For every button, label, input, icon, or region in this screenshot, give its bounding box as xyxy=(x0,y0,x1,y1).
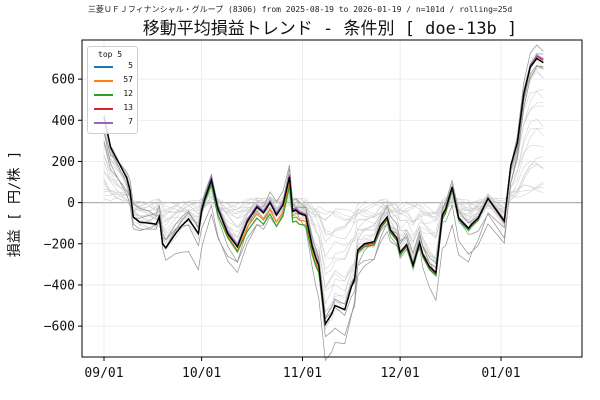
legend-swatch xyxy=(94,94,113,96)
plot-frame xyxy=(81,39,583,358)
legend-entry: 5 xyxy=(92,61,136,73)
y-tick-label: −200 xyxy=(44,237,75,252)
axes-layer xyxy=(78,39,583,361)
y-axis-label: 損益 [ 円/株 ] xyxy=(7,150,23,258)
y-tick-label: 600 xyxy=(52,73,75,88)
series-line-7 xyxy=(103,54,544,326)
legend-entry: 57 xyxy=(92,75,136,87)
legend-label: 57 xyxy=(123,75,133,84)
legend-swatch xyxy=(94,108,113,110)
background-series-lines xyxy=(103,44,544,362)
background-series-line xyxy=(103,164,544,233)
series-line-12 xyxy=(103,57,544,326)
chart-legend: top 5 5 57 12 13 7 xyxy=(87,46,138,134)
background-series-line xyxy=(103,60,544,331)
x-tick-label: 09/01 xyxy=(84,366,123,381)
background-series-line xyxy=(103,156,544,240)
series-line-5 xyxy=(103,57,544,326)
x-tick-label: 01/01 xyxy=(481,366,520,381)
series-line-13 xyxy=(103,55,544,326)
background-series-line xyxy=(103,128,544,271)
legend-entry: 13 xyxy=(92,103,136,115)
background-series-line xyxy=(103,67,544,313)
y-tick-label: −400 xyxy=(44,278,75,293)
background-series-line xyxy=(103,163,544,236)
background-series-line xyxy=(103,65,544,312)
chart-title: 移動平均損益トレンド - 条件別 [ doe-13b ] xyxy=(142,19,518,39)
chart-subtitle: 三菱ＵＦＪフィナンシャル・グループ (8306) from 2025-08-19… xyxy=(87,5,513,14)
tick-labels: −600 −400 −200 0 200 400 600 09/01 10/01 11/01 12/… xyxy=(44,73,521,381)
background-series-line xyxy=(103,91,544,305)
legend-swatch xyxy=(94,122,113,124)
background-series-line xyxy=(103,72,544,321)
legend-entry: 7 xyxy=(92,117,136,129)
background-series-line xyxy=(103,44,544,362)
series-line-mean xyxy=(103,57,544,327)
legend-label: 5 xyxy=(128,61,133,70)
y-tick-label: −600 xyxy=(44,320,75,335)
legend-entry: 12 xyxy=(92,89,136,101)
legend-label: 13 xyxy=(123,103,133,112)
y-tick-label: 400 xyxy=(52,114,75,129)
top-series-lines xyxy=(103,54,544,327)
y-tick-label: 200 xyxy=(52,155,75,170)
legend-swatch xyxy=(94,80,113,82)
legend-label: 7 xyxy=(128,117,133,126)
series-line-57 xyxy=(103,57,544,326)
legend-swatch xyxy=(94,66,113,68)
background-series-line xyxy=(103,183,544,221)
y-tick-label: 0 xyxy=(67,196,75,211)
x-tick-label: 12/01 xyxy=(381,366,420,381)
legend-title: top 5 xyxy=(98,50,123,59)
background-series-line xyxy=(103,52,544,328)
legend-label: 12 xyxy=(123,89,133,98)
x-tick-label: 11/01 xyxy=(283,366,322,381)
x-tick-label: 10/01 xyxy=(182,366,221,381)
